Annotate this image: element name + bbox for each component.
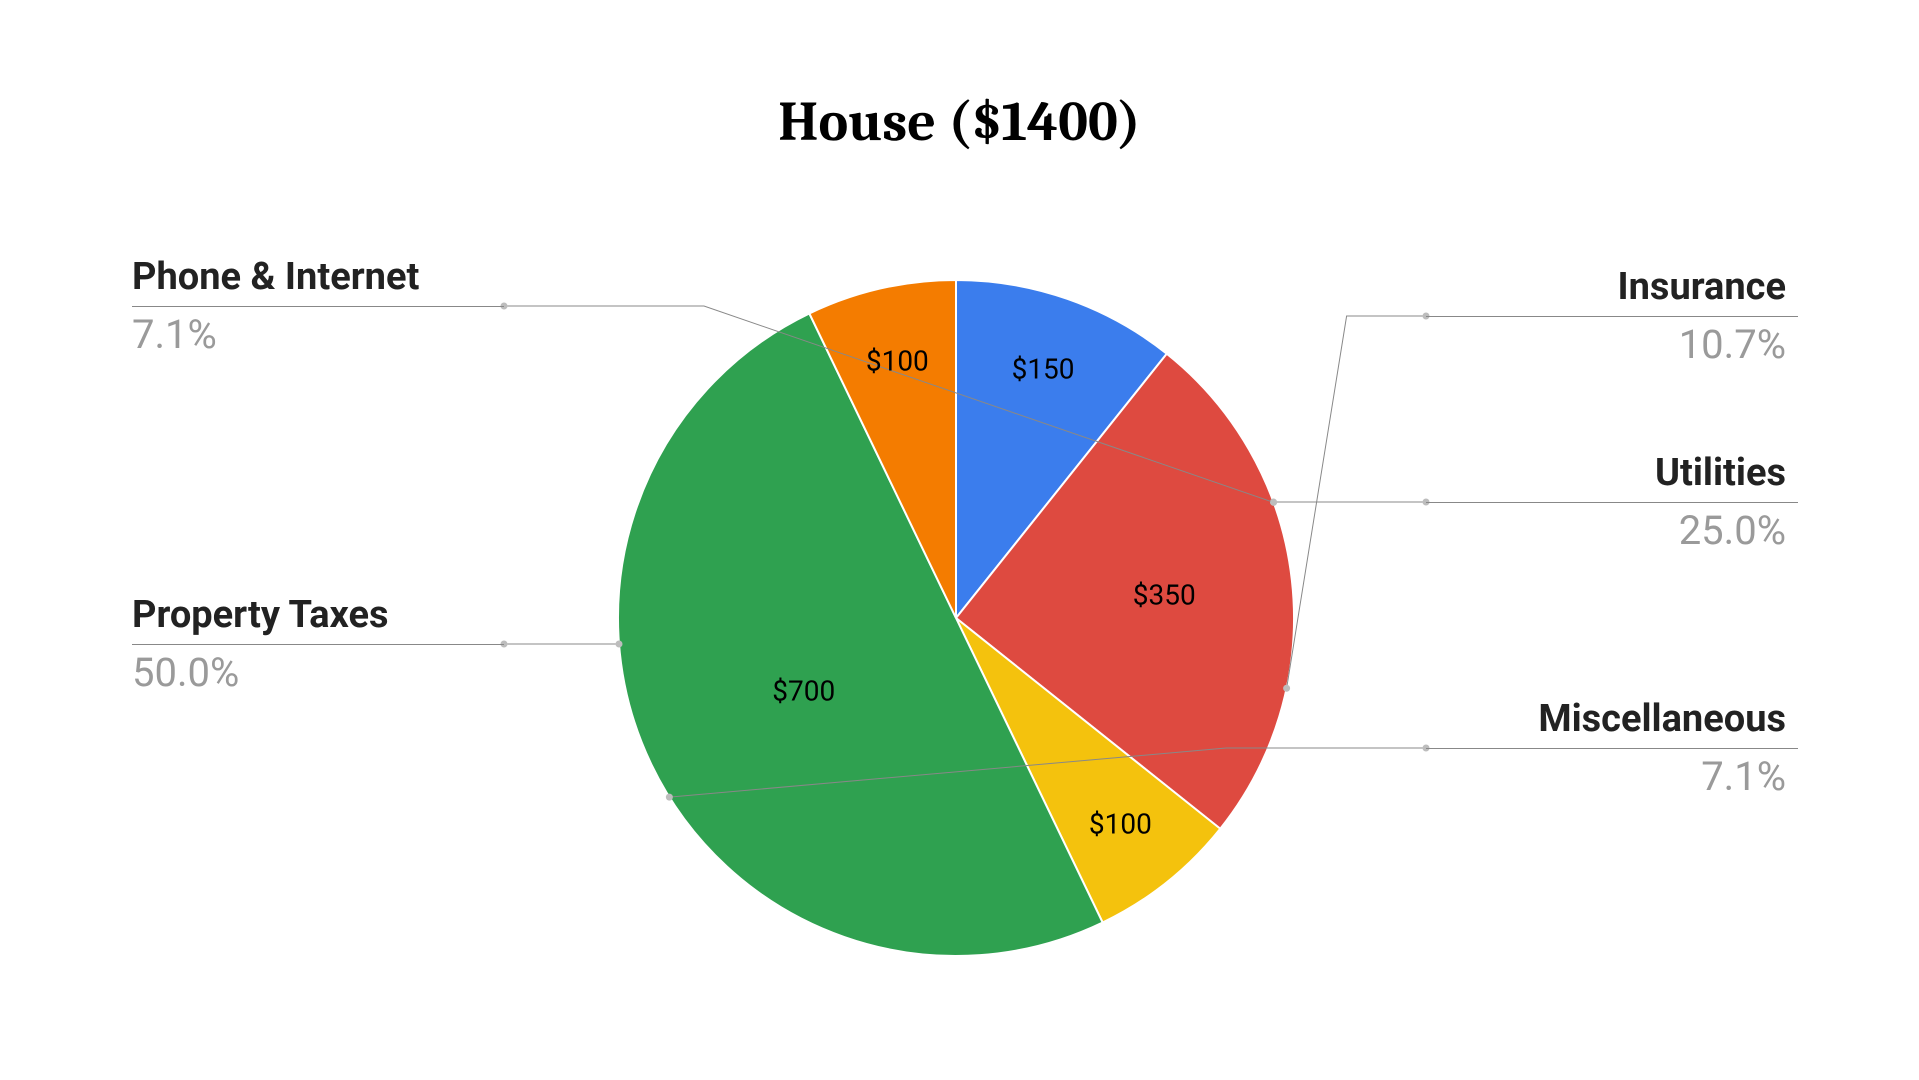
slice-dollar-label: $100: [866, 344, 929, 377]
slice-callout: Property Taxes 50.0%: [132, 592, 492, 699]
pie-chart: [614, 276, 1298, 960]
slice-callout-percent: 7.1%: [132, 309, 492, 361]
slice-dollar-label: $100: [1089, 808, 1152, 841]
chart-stage: { "title": { "text": "House ($1400)", "f…: [0, 0, 1919, 1080]
chart-title: House ($1400): [0, 90, 1919, 154]
slice-callout-name: Miscellaneous: [1426, 696, 1786, 744]
slice-callout-name: Phone & Internet: [132, 254, 492, 302]
slice-callout-divider: [132, 644, 504, 645]
leader-line: [1287, 316, 1426, 688]
slice-callout-divider: [132, 306, 504, 307]
slice-callout: Utilities 25.0%: [1426, 450, 1786, 557]
slice-callout-percent: 10.7%: [1426, 319, 1786, 371]
slice-dollar-label: $350: [1133, 578, 1196, 611]
slice-callout-percent: 25.0%: [1426, 505, 1786, 557]
slice-callout-percent: 50.0%: [132, 647, 492, 699]
slice-dollar-label: $700: [772, 675, 835, 708]
slice-callout: Insurance 10.7%: [1426, 264, 1786, 371]
slice-callout: Phone & Internet 7.1%: [132, 254, 492, 361]
slice-callout-divider: [1426, 316, 1798, 317]
slice-callout-percent: 7.1%: [1426, 751, 1786, 803]
slice-callout: Miscellaneous 7.1%: [1426, 696, 1786, 803]
slice-callout-name: Insurance: [1426, 264, 1786, 312]
slice-callout-divider: [1426, 502, 1798, 503]
slice-dollar-label: $150: [1012, 353, 1075, 386]
slice-callout-divider: [1426, 748, 1798, 749]
slice-callout-name: Property Taxes: [132, 592, 492, 640]
slice-callout-name: Utilities: [1426, 450, 1786, 498]
